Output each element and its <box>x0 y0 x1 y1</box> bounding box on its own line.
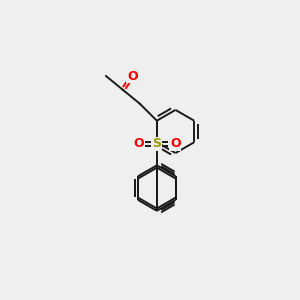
Text: O: O <box>133 137 144 150</box>
Text: S: S <box>152 137 161 150</box>
Text: O: O <box>170 137 181 150</box>
Text: O: O <box>127 70 137 83</box>
